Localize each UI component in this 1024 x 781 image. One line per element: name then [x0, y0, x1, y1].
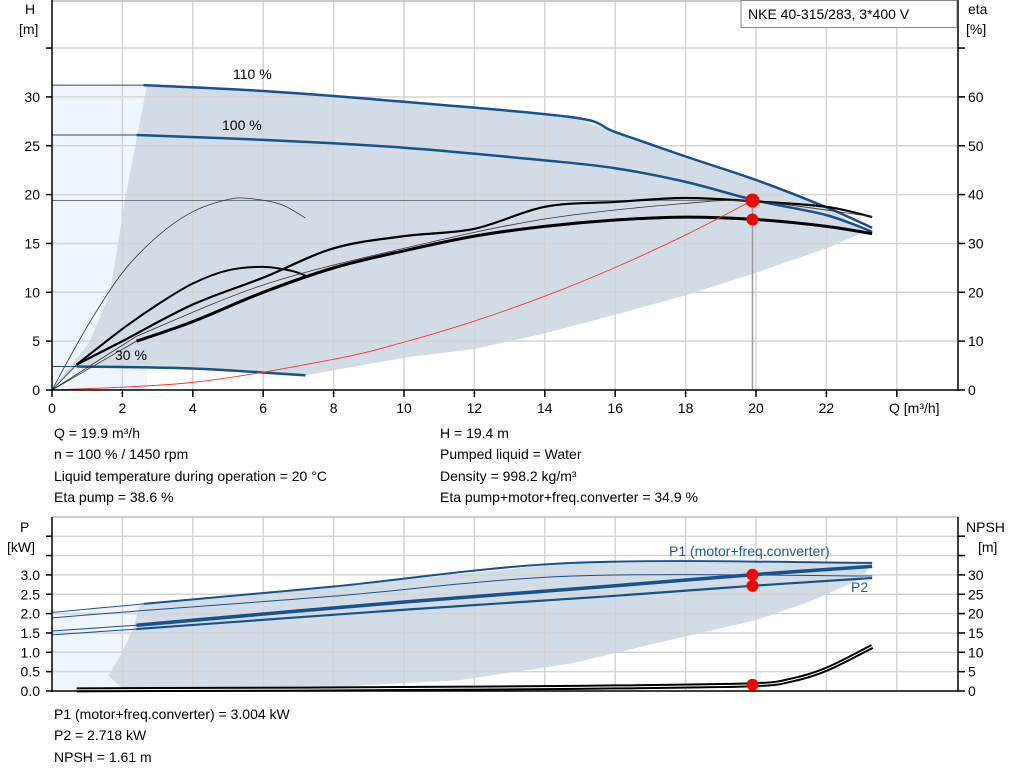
curves [51, 83, 874, 693]
curve-label-100: 100 % [222, 117, 262, 133]
q-tick-label: 0 [48, 400, 56, 416]
info-density: Density = 998.2 kg/m³ [440, 468, 577, 484]
p1-110-curve [143, 560, 873, 605]
p-tick-label: 1.5 [21, 625, 41, 641]
q-tick-label: 14 [537, 400, 553, 416]
eta-tick-label: 30 [968, 235, 984, 251]
info-liquid: Pumped liquid = Water [440, 446, 582, 462]
npsh-tick-label: 10 [968, 644, 984, 660]
p-tick-label: 3.0 [21, 567, 41, 583]
p1-leadin [51, 624, 137, 632]
h-tick-label: 5 [32, 333, 40, 349]
eta-axis-label: eta [968, 1, 988, 17]
p-tick-label: 0.0 [21, 683, 41, 699]
eta-tick-label: 40 [968, 187, 984, 203]
H-curve [136, 133, 873, 233]
eta-tick-label: 20 [968, 284, 984, 300]
p-tick-label: 0.5 [21, 664, 41, 680]
npsh-tick-label: 15 [968, 625, 984, 641]
info-h: H = 19.4 m [440, 425, 509, 441]
info-temp: Liquid temperature during operation = 20… [54, 468, 327, 484]
duty-point-markers [745, 193, 760, 691]
info-p1: P1 (motor+freq.converter) = 3.004 kW [54, 706, 291, 722]
title-box [740, 0, 958, 28]
h-tick-label: 0 [32, 382, 40, 398]
origin-line [51, 335, 137, 391]
h-tick-label: 25 [24, 138, 40, 154]
info-n: n = 100 % / 1450 rpm [54, 446, 188, 462]
info-p2: P2 = 2.718 kW [54, 727, 147, 743]
npsh-curve-inner [76, 646, 873, 691]
npsh-tick-label: 20 [968, 606, 984, 622]
marker-eta-total [746, 213, 759, 226]
marker-eta-pump [746, 195, 759, 208]
info-eta-total: Eta pump+motor+freq.converter = 34.9 % [440, 489, 698, 505]
q-tick-label: 22 [819, 400, 835, 416]
eta-low-speed-curve [51, 197, 306, 391]
h-tick-label: 20 [24, 187, 40, 203]
origin-line [51, 340, 137, 391]
p-axis-unit: [kW] [7, 539, 35, 555]
info-eta-pump: Eta pump = 38.6 % [54, 489, 173, 505]
q-tick-label: 18 [678, 400, 694, 416]
h-axis-label: H [25, 1, 35, 17]
q-tick-label: 12 [467, 400, 483, 416]
system-curve-curve [51, 200, 753, 391]
curve-label-30: 30 % [115, 347, 147, 363]
npsh-tick-label: 5 [968, 664, 976, 680]
q-tick-label: 16 [607, 400, 623, 416]
eta-low-speed-total-curve [76, 265, 306, 366]
H-curve [143, 83, 873, 229]
q-tick-label: 20 [748, 400, 764, 416]
p2-leadin [51, 628, 137, 636]
p-tick-label: 2.0 [21, 606, 41, 622]
title-box-text: NKE 40-315/283, 3*400 V [748, 6, 910, 22]
p2-110-leadin [51, 610, 144, 619]
eta-tick-label: 10 [968, 333, 984, 349]
npsh-axis-label: NPSH [966, 519, 1005, 535]
eta-tick-label: 50 [968, 138, 984, 154]
h-tick-label: 10 [24, 284, 40, 300]
p-tick-label: 1.0 [21, 644, 41, 660]
legend-p1: P1 (motor+freq.converter) [669, 543, 830, 559]
eta-tick-label: 60 [968, 89, 984, 105]
info-npsh: NPSH = 1.61 m [54, 749, 152, 765]
H-curve [76, 365, 306, 377]
p1-curve [136, 564, 873, 627]
eta-tick-label: 0 [968, 382, 976, 398]
p1-110-leadin [51, 603, 144, 613]
axes [46, 0, 965, 692]
npsh-tick-label: 25 [968, 586, 984, 602]
marker-npsh [746, 678, 759, 691]
h-axis-unit: [m] [19, 21, 38, 37]
p-axis-label: P [20, 519, 29, 535]
p2-curve [136, 576, 873, 631]
q-tick-label: 4 [189, 400, 197, 416]
h-tick-label: 15 [24, 235, 40, 251]
npsh-axis-unit: [m] [978, 539, 997, 555]
q-axis-label: Q [m³/h] [889, 400, 940, 416]
eta-axis-unit: [%] [966, 21, 986, 37]
legend-p2: P2 [851, 579, 868, 595]
marker-p2 [746, 579, 759, 592]
npsh-tick-label: 30 [968, 567, 984, 583]
marker-p1 [746, 568, 759, 581]
q-tick-label: 8 [330, 400, 338, 416]
q-tick-label: 2 [119, 400, 127, 416]
tick-labels: 0 2 4 6 8 10 12 14 16 18 20 22 0 5 10 15 20 25 30 0 10 20 30 40… [21, 89, 984, 699]
p-tick-label: 2.5 [21, 586, 41, 602]
h-tick-label: 30 [24, 89, 40, 105]
origin-line [51, 364, 77, 391]
npsh-tick-label: 0 [968, 683, 976, 699]
q-tick-label: 10 [396, 400, 412, 416]
curve-label-110: 110 % [233, 66, 272, 82]
info-q: Q = 19.9 m³/h [54, 425, 140, 441]
q-tick-label: 6 [259, 400, 267, 416]
